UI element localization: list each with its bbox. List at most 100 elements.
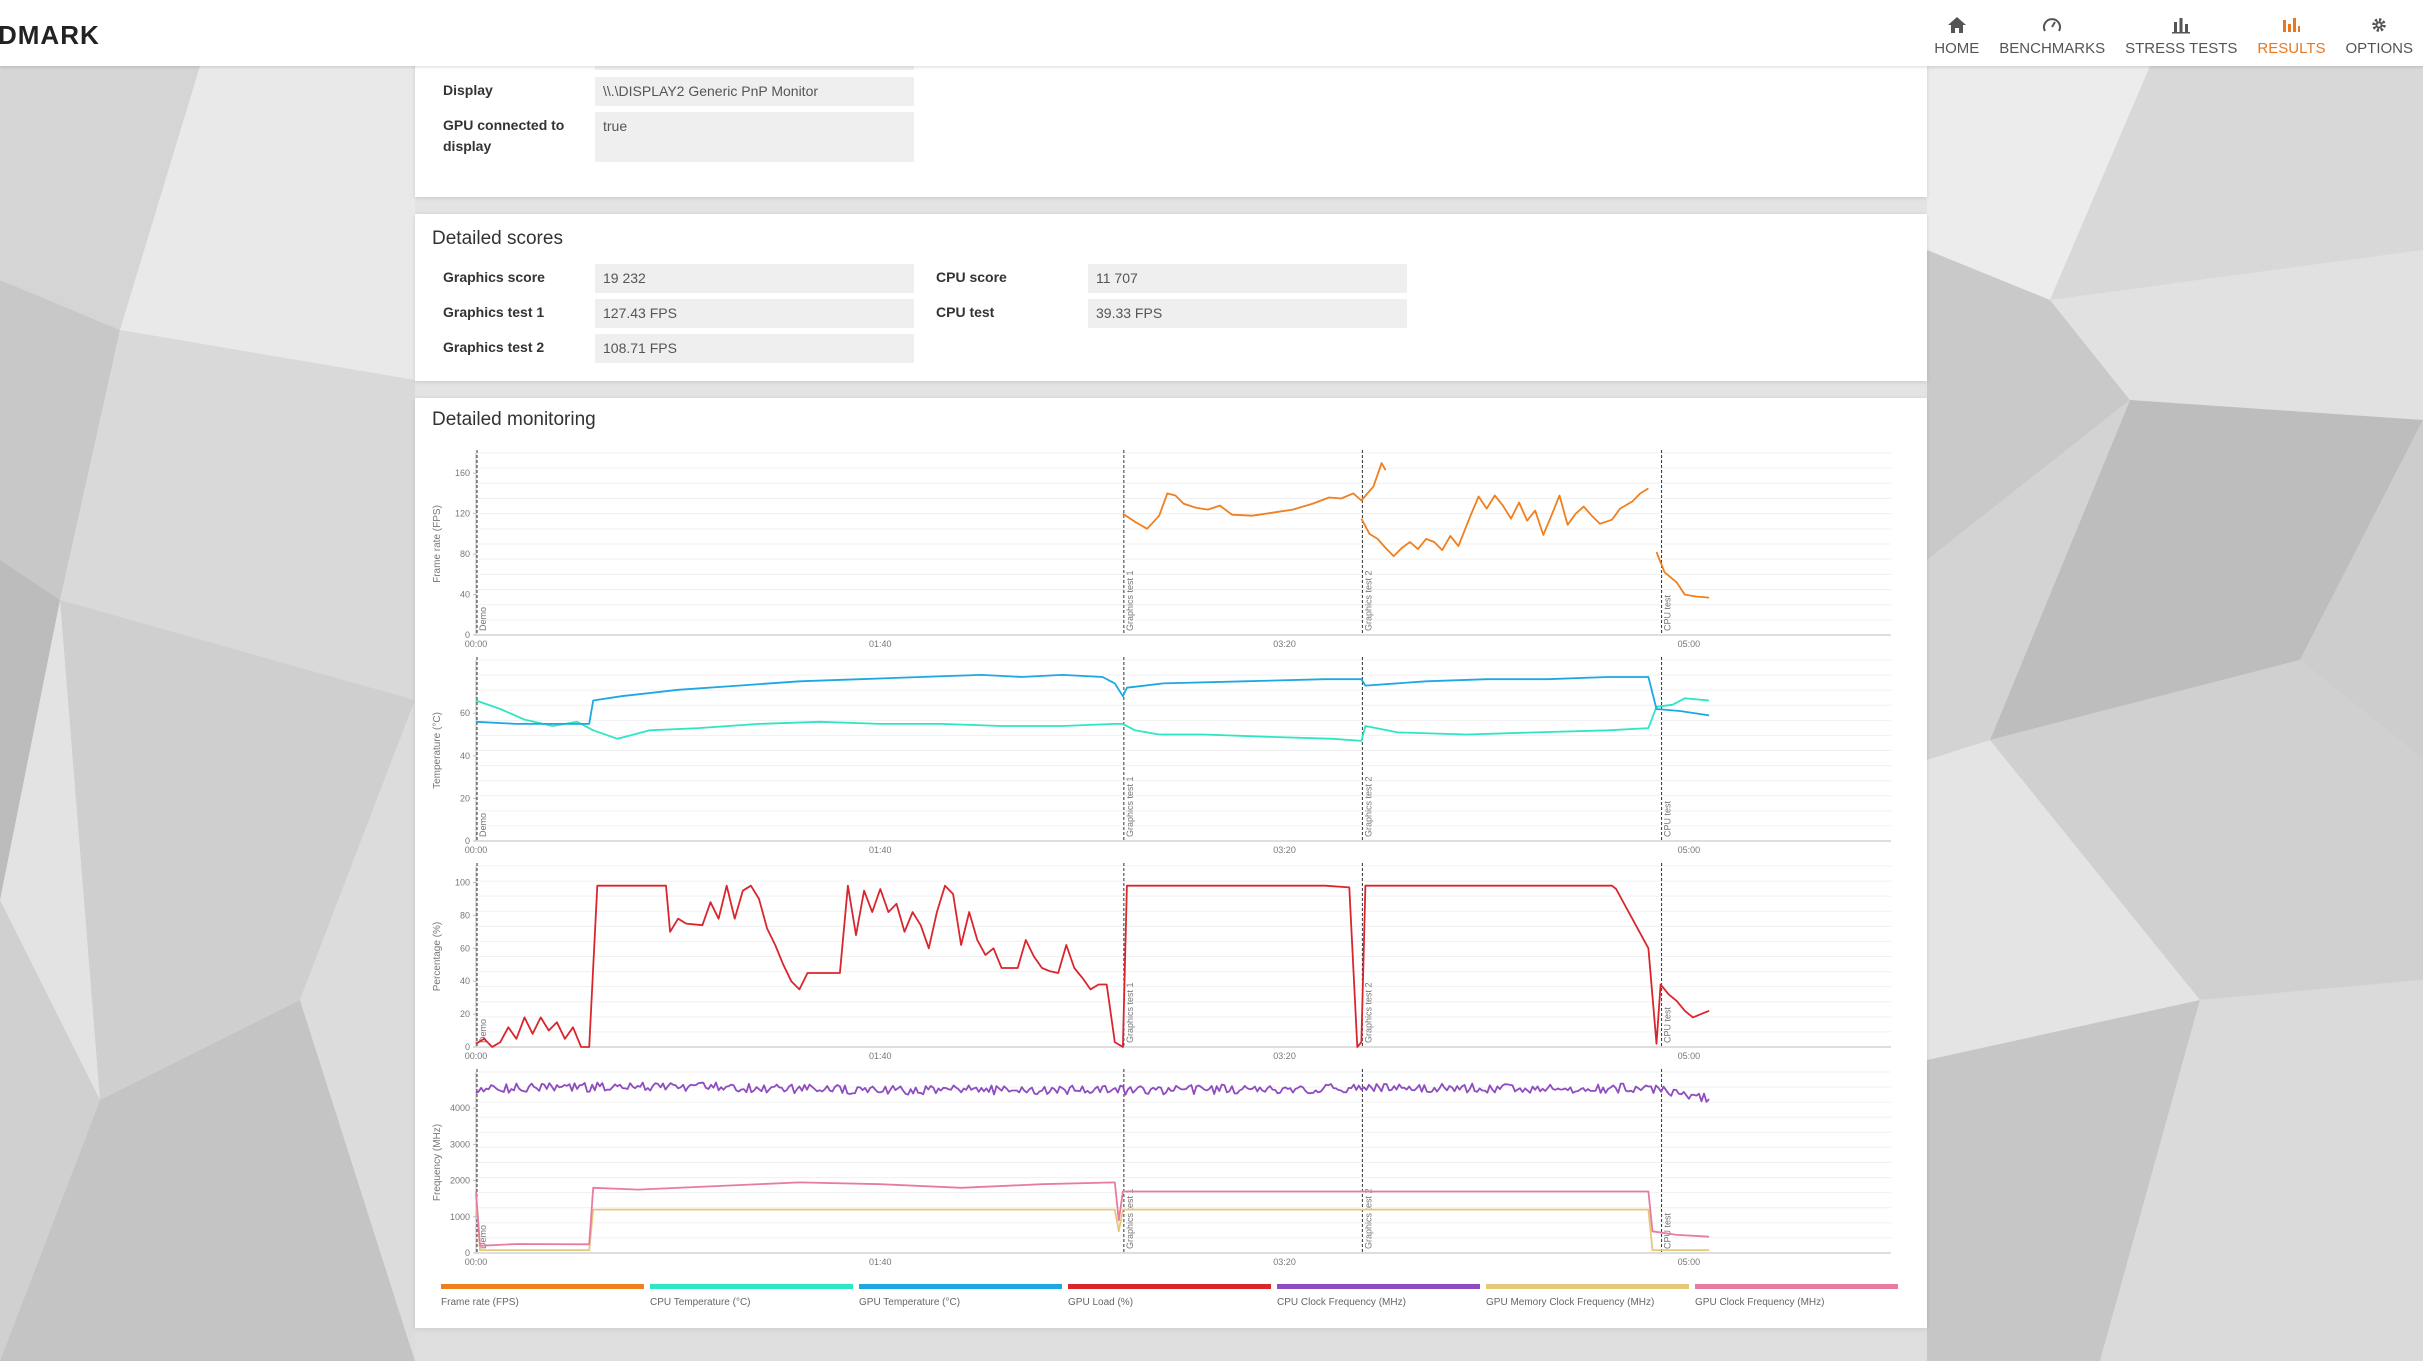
legend-item[interactable]: Frame rate (FPS) <box>441 1284 644 1308</box>
chart-3: 0 20 40 60 80 100 Percentage (%) 00:00 01:40 03:2… <box>432 863 1891 1061</box>
display-value: \\.\DISPLAY2 Generic PnP Monitor <box>595 77 914 106</box>
y-tick-label: 40 <box>460 590 470 600</box>
legend-label: GPU Temperature (°C) <box>859 1297 961 1308</box>
phase-marker-label: Demo <box>478 607 488 631</box>
nav-options-label: OPTIONS <box>2345 40 2413 57</box>
legend-item[interactable]: CPU Clock Frequency (MHz) <box>1277 1284 1480 1308</box>
nav-stress-tests[interactable]: STRESS TESTS <box>2115 0 2247 66</box>
legend-item[interactable]: GPU Memory Clock Frequency (MHz) <box>1486 1284 1689 1308</box>
display-label: Display <box>443 82 493 98</box>
graphics-test-1-value: 127.43 FPS <box>595 299 914 328</box>
series-line-gpu-load- <box>475 884 1710 1048</box>
graphics-score-label: Graphics score <box>443 269 545 285</box>
series-line-frame-rate-fps- <box>1122 462 1387 530</box>
speedometer-icon <box>2043 18 2062 32</box>
x-tick-label: 01:40 <box>869 639 892 649</box>
x-tick-label: 00:00 <box>465 845 488 855</box>
phase-marker-label: Graphics test 2 <box>1363 570 1373 631</box>
previous-field-value <box>595 64 914 70</box>
x-tick-label: 00:00 <box>465 639 488 649</box>
legend-color-bar <box>1277 1284 1480 1289</box>
nav-results[interactable]: RESULTS <box>2247 0 2335 66</box>
legend-label: CPU Temperature (°C) <box>650 1297 751 1308</box>
legend-color-bar <box>859 1284 1062 1289</box>
phase-marker-label: Demo <box>478 1225 488 1249</box>
bar-chart-icon <box>2172 18 2191 34</box>
legend-label: GPU Load (%) <box>1068 1297 1134 1308</box>
y-tick-label: 60 <box>460 943 470 953</box>
graphics-score-value: 19 232 <box>595 264 914 293</box>
series-line-cpu-clock-frequency-mhz- <box>475 1081 1710 1103</box>
y-tick-label: 120 <box>455 509 470 519</box>
x-tick-label: 05:00 <box>1678 639 1701 649</box>
nav-options[interactable]: OPTIONS <box>2335 0 2423 66</box>
series-line-gpu-clock-frequency-mhz- <box>475 1181 1710 1247</box>
detailed-monitoring-panel: Detailed monitoring 0 40 80 120 160 Frame rat… <box>415 398 1927 1328</box>
phase-marker-label: CPU test <box>1663 1212 1673 1249</box>
x-tick-label: 03:20 <box>1273 1051 1296 1061</box>
nav-home[interactable]: HOME <box>1924 0 1989 66</box>
y-tick-label: 40 <box>460 751 470 761</box>
graphics-test-2-value: 108.71 FPS <box>595 334 914 363</box>
y-axis-label: Frequency (MHz) <box>432 1124 443 1201</box>
gear-icon <box>2372 18 2386 32</box>
phase-marker-label: CPU test <box>1663 1006 1673 1043</box>
phase-marker-label: Graphics test 2 <box>1363 982 1373 1043</box>
legend-color-bar <box>650 1284 853 1289</box>
series-line-cpu-temperature-c- <box>475 697 1710 742</box>
y-axis-label: Frame rate (FPS) <box>432 505 443 583</box>
legend-item[interactable]: GPU Temperature (°C) <box>859 1284 1062 1308</box>
y-axis-label: Temperature (°C) <box>432 712 443 789</box>
y-tick-label: 100 <box>455 877 470 887</box>
series-line-gpu-temperature-c- <box>475 674 1710 725</box>
phase-marker-label: Graphics test 1 <box>1125 1188 1135 1249</box>
x-tick-label: 00:00 <box>465 1257 488 1267</box>
x-tick-label: 03:20 <box>1273 639 1296 649</box>
legend-item[interactable]: GPU Load (%) <box>1068 1284 1271 1308</box>
gpu-connected-value: true <box>595 112 914 162</box>
chart-1: 0 40 80 120 160 Frame rate (FPS) 00:00 01:40 03:… <box>432 450 1891 649</box>
legend-color-bar <box>1695 1284 1898 1289</box>
phase-marker-label: CPU test <box>1663 594 1673 631</box>
cpu-test-label: CPU test <box>936 304 995 320</box>
y-tick-label: 4000 <box>450 1103 470 1113</box>
y-tick-label: 0 <box>465 1248 470 1258</box>
legend-color-bar <box>1068 1284 1271 1289</box>
x-tick-label: 05:00 <box>1678 845 1701 855</box>
y-tick-label: 2000 <box>450 1176 470 1186</box>
legend-label: GPU Memory Clock Frequency (MHz) <box>1486 1297 1655 1308</box>
x-tick-label: 03:20 <box>1273 845 1296 855</box>
phase-marker-label: Graphics test 1 <box>1125 982 1135 1043</box>
cpu-score-value: 11 707 <box>1088 264 1407 293</box>
graphics-test-2-label: Graphics test 2 <box>443 339 545 355</box>
series-line-gpu-memory-clock-frequency-mhz- <box>475 1195 1710 1251</box>
chart-2: 0 20 40 60 Temperature (°C) 00:00 01:40 03:20 05… <box>432 657 1891 855</box>
detailed-monitoring-title: Detailed monitoring <box>432 409 596 430</box>
legend-label: CPU Clock Frequency (MHz) <box>1277 1297 1406 1308</box>
y-axis-label: Percentage (%) <box>432 922 443 991</box>
phase-marker-label: CPU test <box>1663 800 1673 837</box>
nav-benchmarks[interactable]: BENCHMARKS <box>1989 0 2115 66</box>
x-tick-label: 01:40 <box>869 845 892 855</box>
phase-marker-label: Graphics test 2 <box>1363 1188 1373 1249</box>
y-tick-label: 40 <box>460 976 470 986</box>
top-bar: DMARK HOME BENCHMARKS STRESS TESTS <box>0 0 2423 66</box>
x-tick-label: 05:00 <box>1678 1051 1701 1061</box>
chart-4: 0 1000 2000 3000 4000 Frequency (MHz) 00:00 01:… <box>432 1069 1891 1267</box>
home-icon <box>1947 17 1966 33</box>
y-tick-label: 160 <box>455 468 470 478</box>
nav-results-label: RESULTS <box>2257 40 2326 57</box>
y-tick-label: 1000 <box>450 1212 470 1222</box>
legend-item[interactable]: GPU Clock Frequency (MHz) <box>1695 1284 1898 1308</box>
x-tick-label: 01:40 <box>869 1257 892 1267</box>
x-tick-label: 00:00 <box>465 1051 488 1061</box>
y-tick-label: 0 <box>465 630 470 640</box>
nav-home-label: HOME <box>1934 40 1980 57</box>
results-chart-icon <box>2283 18 2301 32</box>
legend-color-bar <box>1486 1284 1689 1289</box>
legend-item[interactable]: CPU Temperature (°C) <box>650 1284 853 1308</box>
cpu-score-label: CPU score <box>936 269 1007 285</box>
y-tick-label: 80 <box>460 549 470 559</box>
gpu-connected-label: GPU connected to display <box>443 117 565 154</box>
nav-stress-tests-label: STRESS TESTS <box>2125 40 2238 57</box>
